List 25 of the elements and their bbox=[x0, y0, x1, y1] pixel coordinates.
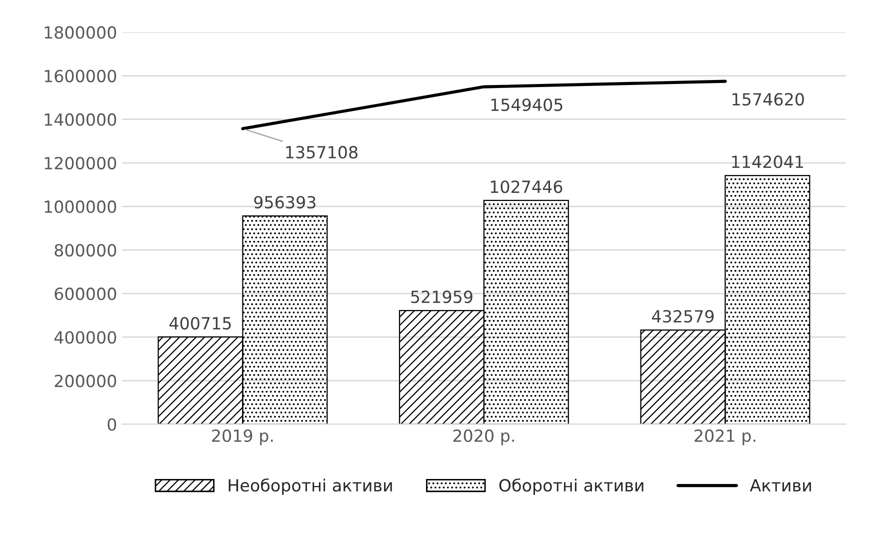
y-tick-label: 1600000 bbox=[44, 70, 116, 82]
y-tick-label: 1000000 bbox=[44, 200, 116, 214]
y-tick-label: 1200000 bbox=[44, 156, 116, 170]
data-label: 432579 bbox=[652, 310, 714, 323]
data-label: 1357108 bbox=[286, 146, 358, 159]
y-tick-label: 1800000 bbox=[44, 26, 116, 39]
data-label: 1549405 bbox=[491, 98, 562, 112]
y-tick-label: 800000 bbox=[54, 244, 116, 257]
data-label: 1142041 bbox=[732, 156, 804, 168]
data-label: 1574620 bbox=[732, 92, 804, 106]
x-tick-label: 2021 р. bbox=[694, 429, 756, 446]
data-label: 521959 bbox=[411, 290, 472, 304]
legend-label: Оборотні активи bbox=[499, 478, 644, 495]
y-tick-label: 200000 bbox=[54, 374, 116, 388]
y-tick-label: 400000 bbox=[54, 331, 116, 344]
legend-label: Активи bbox=[750, 479, 811, 492]
x-tick-label: 2020 р. bbox=[453, 429, 514, 446]
legend-label: Необоротні активи bbox=[228, 478, 392, 495]
data-label: 1027446 bbox=[490, 180, 562, 194]
y-tick-label: 1400000 bbox=[44, 113, 116, 126]
data-label: 956393 bbox=[254, 196, 316, 209]
data-label: 400715 bbox=[169, 316, 231, 330]
y-tick-label: 600000 bbox=[54, 288, 116, 300]
y-tick-label: 0 bbox=[108, 418, 116, 431]
x-tick-label: 2019 р. bbox=[212, 429, 273, 446]
